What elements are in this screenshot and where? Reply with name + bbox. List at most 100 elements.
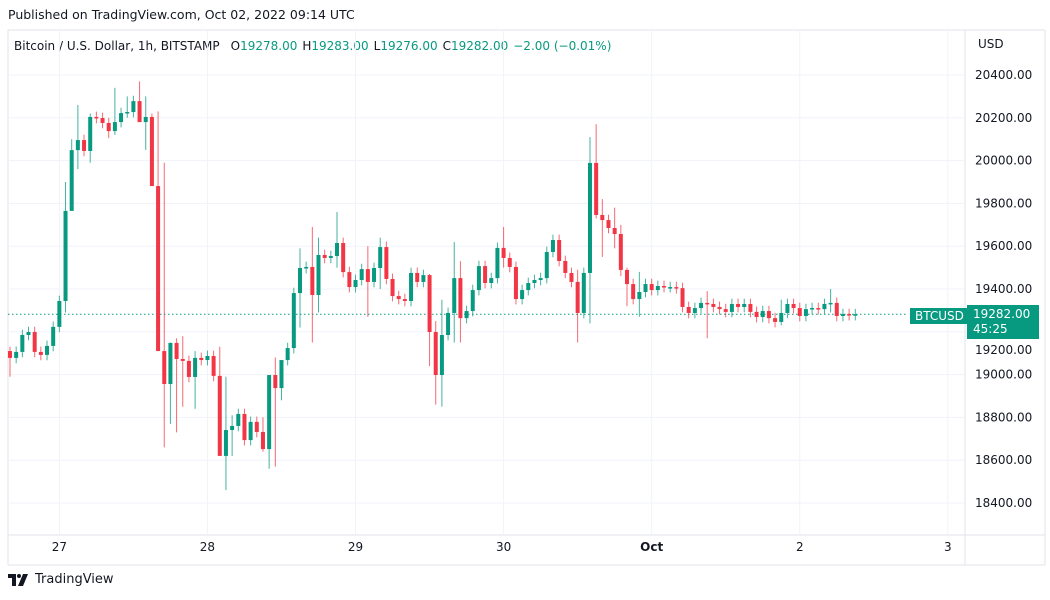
- candle-body: [310, 266, 315, 295]
- candle-body: [174, 342, 179, 359]
- candle-body: [112, 122, 117, 132]
- change-value: −2.00 (−0.01%): [513, 39, 612, 53]
- time-tick-label: 27: [52, 540, 67, 554]
- candle-body: [57, 300, 62, 327]
- candle-body: [51, 326, 56, 346]
- candle-body: [458, 278, 463, 319]
- candle-body: [180, 358, 185, 361]
- candle-body: [773, 318, 778, 322]
- candle-body: [464, 311, 469, 319]
- candle-body: [513, 266, 518, 300]
- candle-body: [125, 112, 130, 114]
- candle-body: [587, 162, 592, 273]
- candle-body: [248, 421, 253, 441]
- candle-body: [20, 335, 25, 352]
- time-tick-label: 28: [200, 540, 215, 554]
- tradingview-logo[interactable]: TradingView: [8, 572, 114, 587]
- open-value: 19278.00: [240, 39, 298, 53]
- last-price-tag: 19282.00 45:25: [967, 305, 1039, 339]
- candle-body: [378, 247, 383, 269]
- time-tick-label: Oct: [640, 540, 663, 554]
- candle-body: [736, 303, 741, 307]
- candle-body: [106, 122, 111, 132]
- candle-body: [594, 162, 599, 215]
- candle-body: [384, 247, 389, 279]
- candle-body: [372, 268, 377, 282]
- candle-body: [507, 257, 512, 267]
- candle-body: [779, 312, 784, 322]
- candle-body: [254, 421, 259, 432]
- candle-body: [476, 266, 481, 291]
- price-tick-label: 18400.00: [975, 496, 1032, 510]
- candle-body: [489, 278, 494, 284]
- candle-body: [606, 220, 611, 229]
- candle-body: [359, 269, 364, 281]
- low-value: 19276.00: [380, 39, 438, 53]
- price-tick-label: 19400.00: [975, 282, 1032, 296]
- price-tick-label: 20200.00: [975, 111, 1032, 125]
- close-value: 19282.00: [450, 39, 509, 53]
- open-label: O: [230, 39, 241, 53]
- candle-body: [193, 357, 198, 377]
- candle-body: [470, 290, 475, 312]
- candle-body: [273, 375, 278, 389]
- candle-body: [600, 214, 605, 221]
- high-label: H: [302, 39, 312, 53]
- candle-body: [211, 355, 216, 376]
- candle-body: [853, 314, 858, 316]
- price-tick-label: 20000.00: [975, 154, 1032, 168]
- candle-body: [365, 269, 370, 282]
- candle-body: [341, 242, 346, 273]
- currency-label: USD: [978, 37, 1004, 51]
- candle-body: [618, 234, 623, 270]
- candle-body: [279, 360, 284, 389]
- candle-body: [834, 302, 839, 316]
- candle-body: [260, 431, 265, 450]
- candle-body: [550, 239, 555, 252]
- candle-body: [495, 247, 500, 279]
- candle-body: [353, 280, 358, 288]
- candle-body: [717, 306, 722, 310]
- price-tick-label: 18800.00: [975, 410, 1032, 424]
- candle-body: [569, 272, 574, 282]
- candle-body: [532, 280, 537, 284]
- price-tick-label: 19200.00: [975, 343, 1032, 357]
- candle-body: [347, 272, 352, 288]
- candle-body: [662, 286, 667, 288]
- candle-body: [649, 284, 654, 291]
- price-tick-label: 19000.00: [975, 368, 1032, 382]
- candle-body: [544, 251, 549, 279]
- candle-body: [680, 288, 685, 307]
- price-tick-label: 18600.00: [975, 453, 1032, 467]
- candle-body: [63, 210, 68, 301]
- candle-body: [230, 425, 235, 431]
- candle-body: [402, 299, 407, 301]
- candle-body: [32, 332, 37, 352]
- candle-body: [8, 351, 12, 358]
- candle-body: [100, 118, 105, 123]
- candle-body: [137, 101, 142, 123]
- candle-body: [791, 303, 796, 309]
- symbol-title[interactable]: Bitcoin / U.S. Dollar, 1h, BITSTAMP: [14, 39, 220, 53]
- last-price: 19282.00: [973, 307, 1031, 321]
- candle-body: [452, 278, 457, 313]
- time-tick-label: 29: [348, 540, 363, 554]
- candle-body: [526, 283, 531, 291]
- candle-body: [668, 287, 673, 289]
- candle-body: [557, 239, 562, 261]
- candle-body: [427, 275, 432, 333]
- time-tick-label: 3: [944, 540, 952, 554]
- candle-body: [625, 269, 629, 285]
- candle-body: [501, 247, 506, 258]
- candle-body: [711, 303, 716, 307]
- candle-body: [156, 186, 161, 352]
- candle-body: [748, 303, 753, 312]
- candle-body: [285, 348, 290, 361]
- candle-body: [236, 413, 241, 426]
- candle-body: [446, 312, 451, 336]
- candle-body: [335, 242, 340, 257]
- candle-body: [322, 254, 327, 258]
- candle-body: [390, 278, 395, 297]
- bar-countdown: 45:25: [973, 322, 1008, 336]
